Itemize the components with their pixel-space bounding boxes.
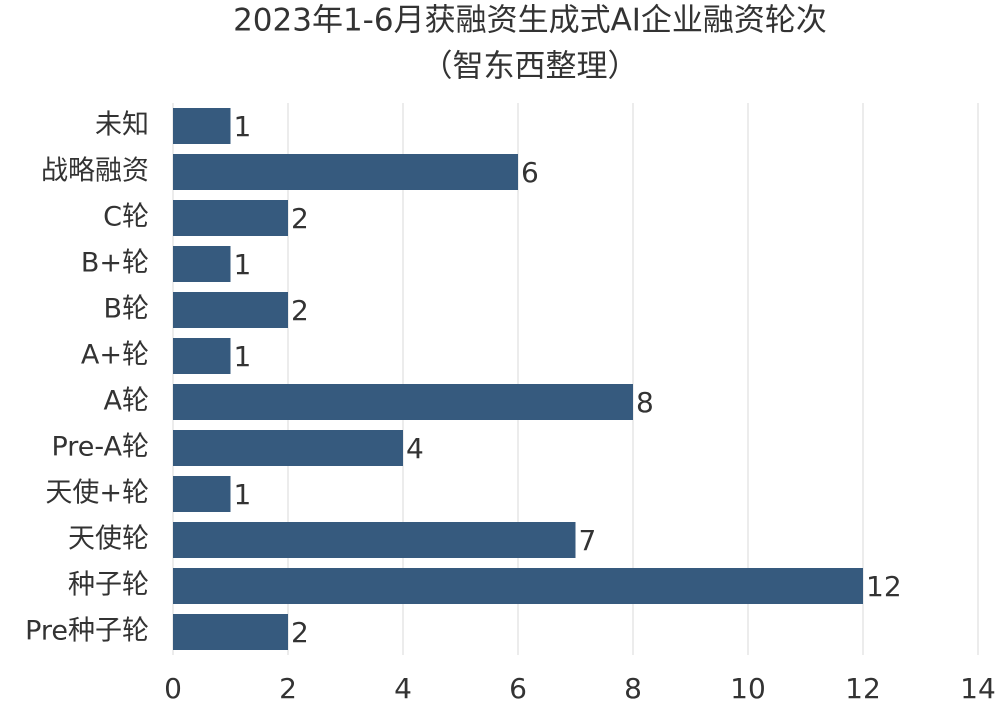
value-label: 12 (866, 570, 902, 603)
bar (173, 384, 633, 420)
value-label: 8 (636, 386, 654, 419)
value-label: 2 (291, 616, 309, 649)
x-tick-label: 10 (730, 672, 766, 705)
bar (173, 614, 288, 650)
value-label: 4 (406, 432, 424, 465)
x-tick-label: 6 (509, 672, 527, 705)
bar (173, 338, 231, 374)
value-label: 1 (234, 110, 252, 143)
bar (173, 292, 288, 328)
y-tick-label: Pre种子轮 (25, 616, 149, 647)
value-label: 1 (234, 478, 252, 511)
bar (173, 154, 518, 190)
x-tick-label: 4 (394, 672, 412, 705)
y-tick-label: B轮 (103, 294, 149, 325)
value-label: 7 (579, 524, 597, 557)
bar (173, 200, 288, 236)
x-tick-label: 12 (845, 672, 881, 705)
bar (173, 476, 231, 512)
y-tick-label: 战略融资 (41, 156, 149, 187)
y-tick-label: B+轮 (81, 248, 149, 279)
x-tick-label: 8 (624, 672, 642, 705)
bar (173, 430, 403, 466)
x-tick-label: 0 (164, 672, 182, 705)
chart-subtitle: （智东西整理） (422, 49, 639, 85)
value-label: 1 (234, 248, 252, 281)
y-tick-label: A轮 (104, 386, 149, 417)
value-label: 1 (234, 340, 252, 373)
x-tick-label: 14 (960, 672, 996, 705)
y-tick-label: 天使+轮 (45, 478, 149, 509)
bar (173, 108, 231, 144)
y-tick-label: 种子轮 (68, 570, 149, 601)
chart-title: 2023年1-6月获融资生成式AI企业融资轮次 (233, 3, 827, 39)
y-tick-label: C轮 (103, 202, 149, 233)
bar (173, 522, 576, 558)
y-tick-label: 未知 (95, 110, 149, 141)
bar (173, 568, 863, 604)
y-tick-label: 天使轮 (68, 524, 149, 555)
value-label: 2 (291, 294, 309, 327)
y-tick-label: Pre-A轮 (51, 432, 149, 463)
x-tick-label: 2 (279, 672, 297, 705)
value-label: 6 (521, 156, 539, 189)
y-tick-label: A+轮 (81, 340, 149, 371)
bar (173, 246, 231, 282)
value-label: 2 (291, 202, 309, 235)
